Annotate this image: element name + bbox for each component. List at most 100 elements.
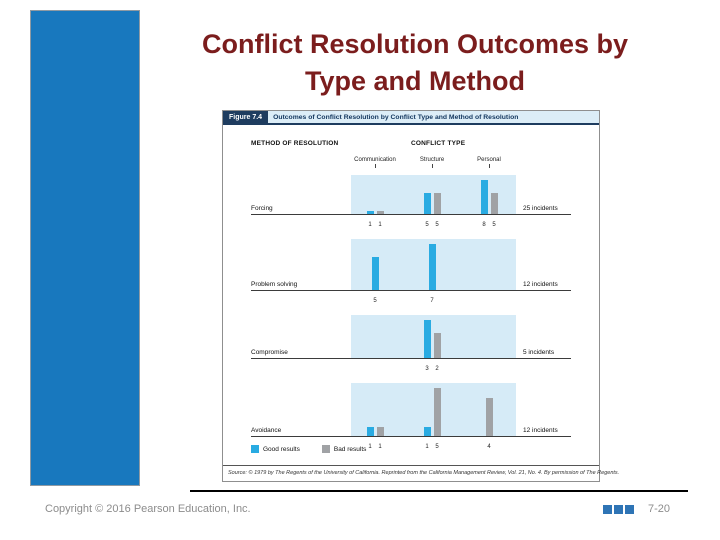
footer-square [602,504,612,514]
bar-bad [433,333,441,359]
bar-value-label: 8 [482,222,486,228]
method-label: Avoidance [251,427,282,434]
footer-page-area: 7-20 [602,503,670,515]
legend-swatch-bad [321,445,330,453]
bar-group: 5 [433,388,441,450]
column-tick [374,164,376,168]
bar-group: 1 [376,427,384,450]
chart-area: METHOD OF RESOLUTION CONFLICT TYPE Commu… [223,125,619,479]
slide-title-line2: Type and Method [305,66,525,96]
bar-group: 7 [428,244,436,304]
bar-bad [433,193,441,215]
bar-value-label: 7 [430,298,434,304]
bar-group: 1 [423,427,431,450]
column-header-label: Structure [419,157,445,163]
column-header-personal: Personal [461,157,517,168]
row-baseline [251,358,571,359]
bar-good [423,427,431,437]
bar-value-label: 1 [378,444,382,450]
bar-group: 1 [366,211,374,228]
chart-rows: 1 1 5 5 8 5 Forcing 25 incidents 5 7 Problem solvi… [223,175,599,461]
conflict-type-axis-label: CONFLICT TYPE [411,140,466,147]
row-baseline [251,214,571,215]
footer-divider-line [190,490,688,492]
method-of-resolution-axis-label: METHOD OF RESOLUTION [251,140,339,147]
legend-label: Good results [263,445,300,453]
bar-good [371,257,379,291]
bar-column: 5 [355,239,395,304]
bar-value-label: 1 [425,444,429,450]
legend-label: Bad results [333,445,367,453]
column-header-label: Communication [354,157,396,163]
row-baseline [251,436,571,437]
chart-row-problem-solving: 5 7 Problem solving 12 incidents [223,239,599,304]
bar-column: 4 [469,383,509,450]
bar-group: 3 [423,320,431,372]
figure-title: Outcomes of Conflict Resolution by Confl… [273,113,519,121]
figure-source-text: Source: © 1979 by The Regents of the Uni… [228,470,620,476]
bar-value-label: 5 [492,222,496,228]
incidents-label: 12 incidents [523,281,558,288]
bar-good [480,180,488,215]
decorative-blue-rectangle [30,10,140,486]
bar-group: 5 [490,193,498,228]
bar-group: 4 [485,398,493,450]
bar-group: 5 [423,193,431,228]
bar-column [469,239,509,291]
incidents-label: 5 incidents [523,349,555,356]
bar-value-label: 5 [435,444,439,450]
slide-title: Conflict Resolution Outcomes by Type and… [145,26,685,100]
footer-square [624,504,634,514]
bar-good [366,427,374,437]
bar-group: 5 [371,257,379,304]
bar-group: 1 [376,211,384,228]
slide-title-line1: Conflict Resolution Outcomes by [201,29,629,59]
incidents-label: 25 incidents [523,205,558,212]
chart-row-avoidance: 1 1 1 5 4 Avoidance 12 incidents [223,383,599,450]
method-label: Compromise [251,349,288,356]
bar-bad [433,388,441,437]
bar-value-label: 5 [425,222,429,228]
bar-value-label: 5 [435,222,439,228]
column-header-communication: Communication [347,157,403,168]
column-header-label: Personal [477,157,501,163]
bar-value-label: 2 [435,366,439,372]
chart-row-forcing: 1 1 5 5 8 5 Forcing 25 incidents [223,175,599,228]
incidents-label: 12 incidents [523,427,558,434]
column-tick [488,164,490,168]
page-number: 7-20 [647,503,670,515]
bar-column [469,315,509,359]
figure-number-badge: Figure 7.4 [223,111,269,123]
bar-good [423,193,431,215]
bar-group: 5 [433,193,441,228]
bar-bad [376,427,384,437]
footer-square [613,504,623,514]
footer-decorative-squares [602,504,634,514]
column-tick [431,164,433,168]
bar-value-label: 1 [368,222,372,228]
bar-value-label: 4 [487,444,491,450]
bar-value-label: 5 [373,298,377,304]
method-label: Forcing [251,205,273,212]
column-header-structure: Structure [404,157,460,168]
legend-item: Bad results [321,445,367,453]
copyright-text: Copyright © 2016 Pearson Education, Inc. [45,503,251,515]
bar-bad [490,193,498,215]
method-label: Problem solving [251,281,298,288]
figure-panel: Figure 7.4 Outcomes of Conflict Resoluti… [222,110,619,482]
bar-group: 2 [433,333,441,372]
figure-header: Figure 7.4 Outcomes of Conflict Resoluti… [223,111,599,125]
bar-value-label: 3 [425,366,429,372]
legend-swatch-good [251,445,259,453]
bar-good [366,211,374,215]
bar-value-label: 1 [368,444,372,450]
chart-row-compromise: 3 2 Compromise 5 incidents [223,315,599,372]
chart-legend: Good results Bad results [251,445,366,453]
